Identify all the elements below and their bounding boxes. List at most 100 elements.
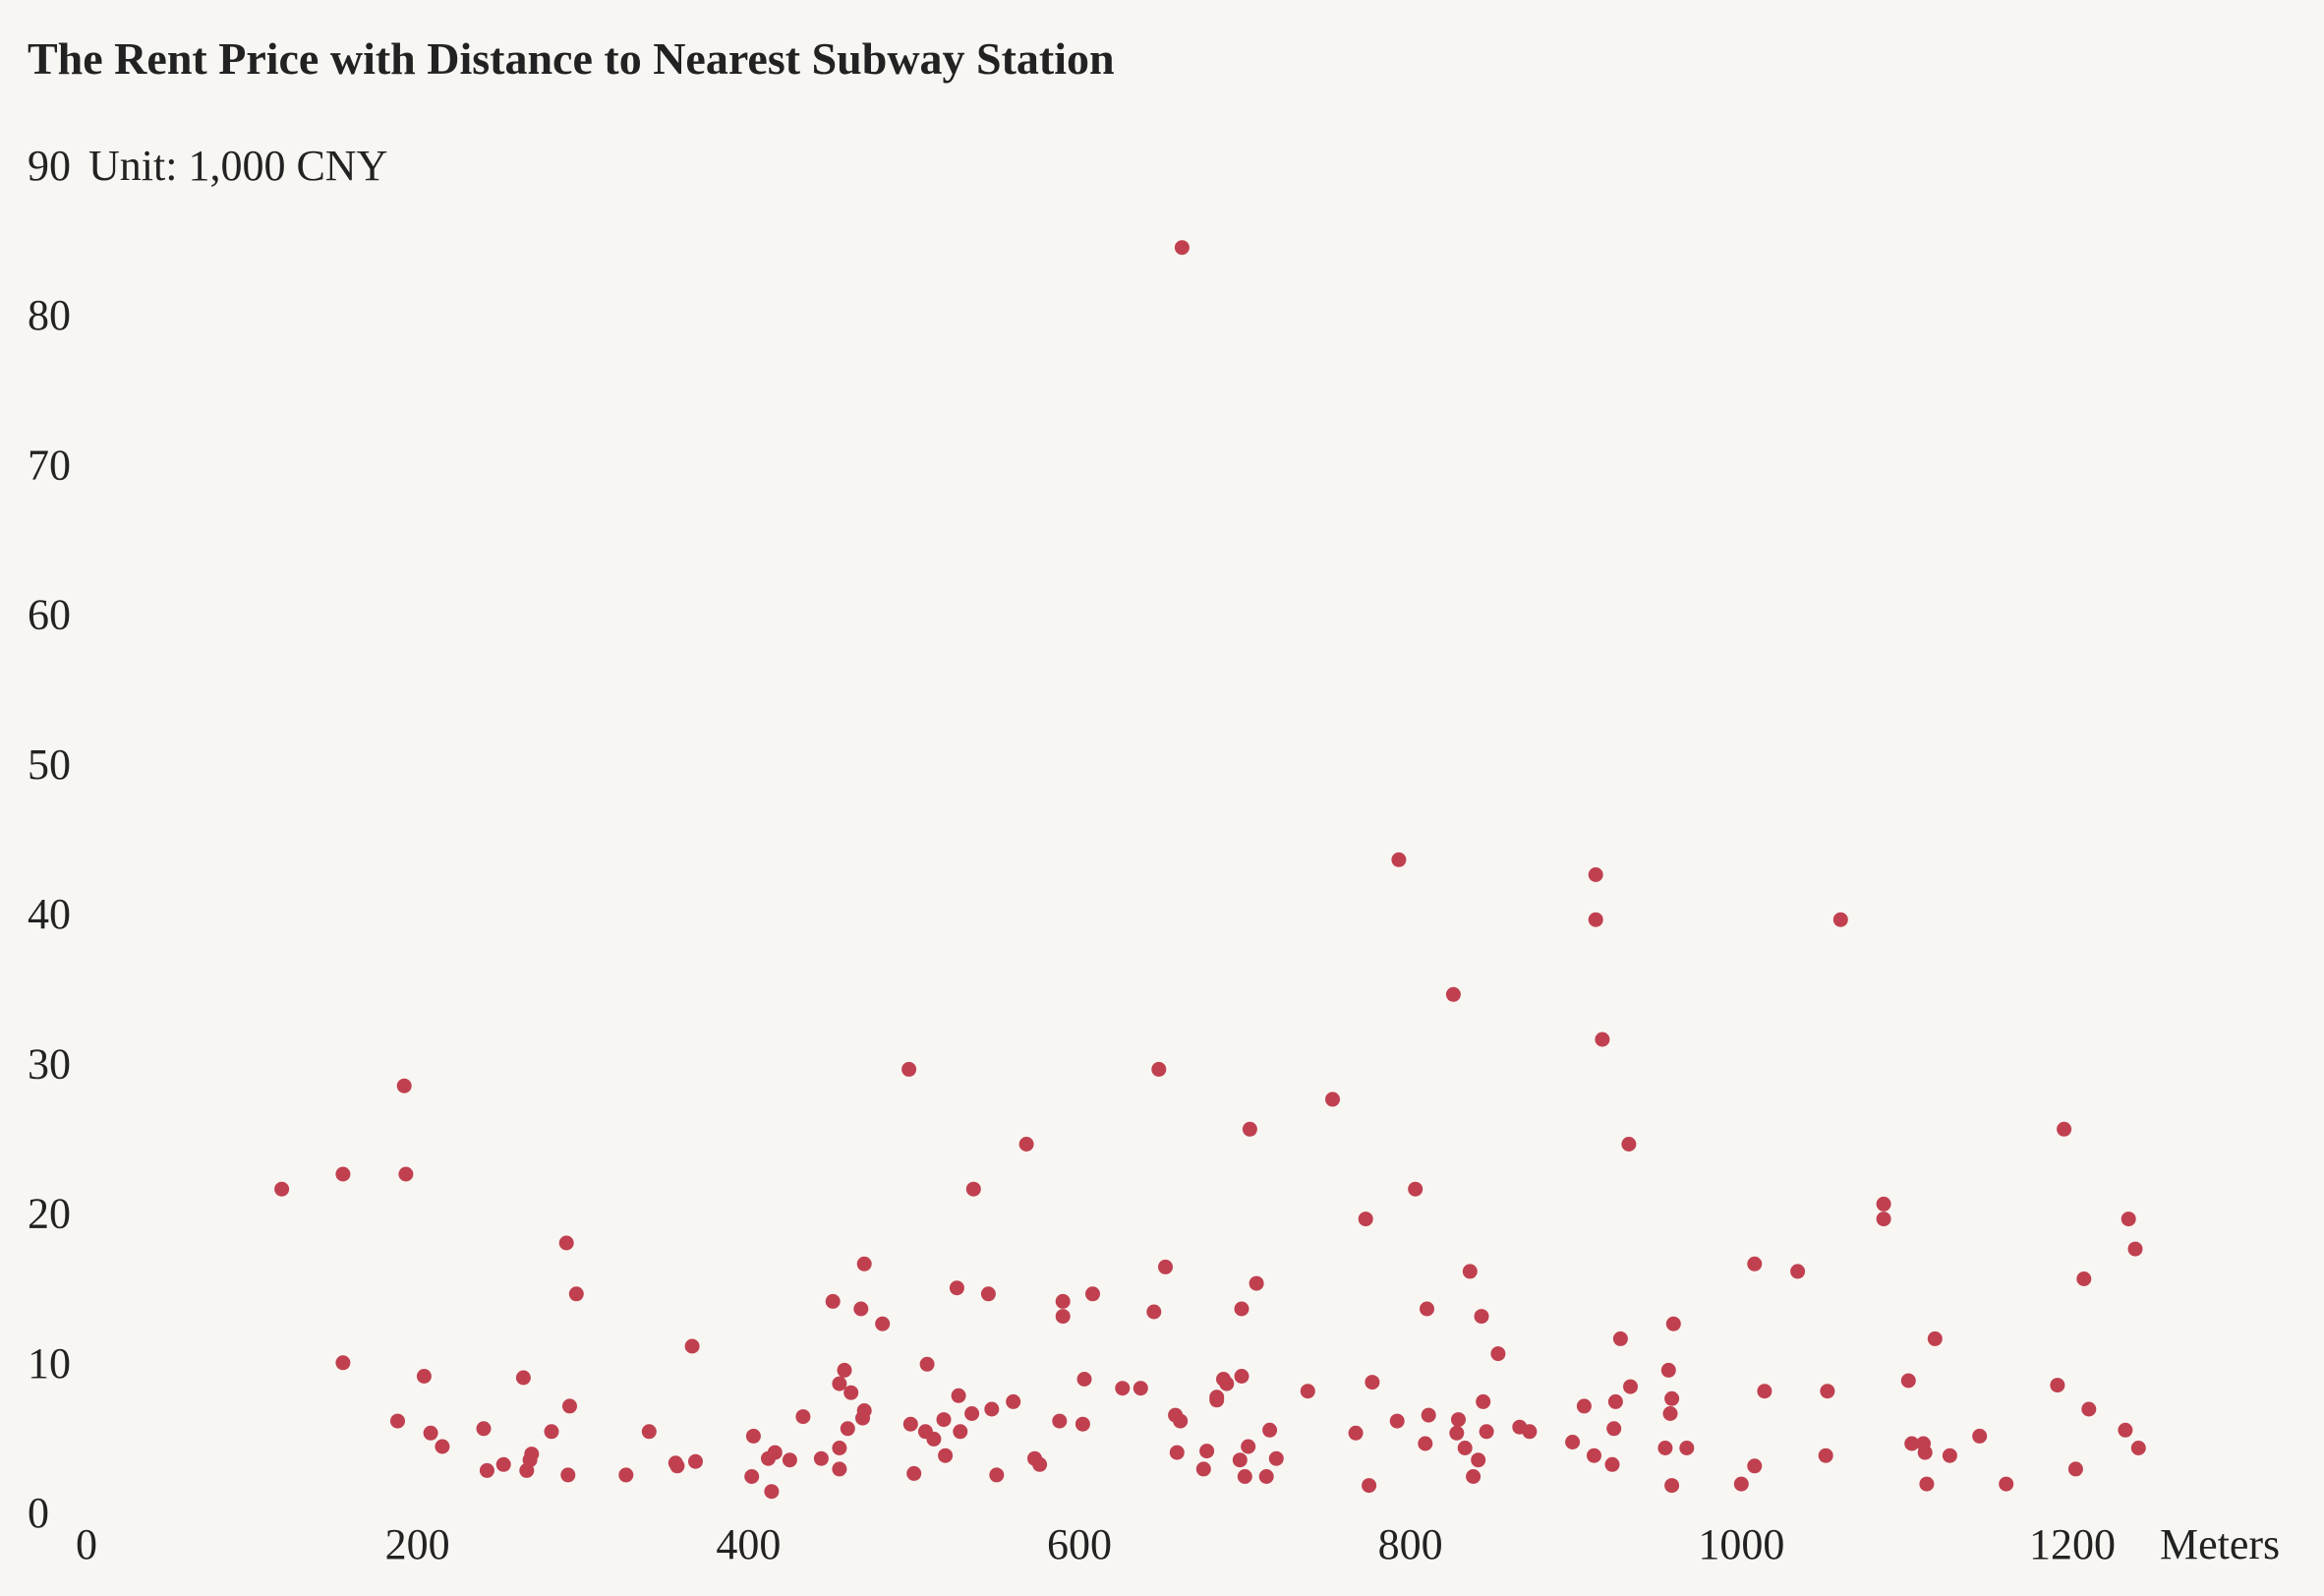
data-point [1972, 1428, 1988, 1444]
data-point [1262, 1422, 1278, 1438]
data-point [1300, 1384, 1315, 1399]
data-point [1268, 1450, 1284, 1466]
data-point [1348, 1425, 1364, 1441]
data-point [1449, 1425, 1465, 1441]
data-point [919, 1356, 935, 1372]
data-point [856, 1403, 872, 1418]
data-point [744, 1469, 760, 1484]
data-point [1234, 1369, 1249, 1384]
data-point [1169, 1445, 1185, 1460]
data-point [1657, 1441, 1673, 1455]
data-point [813, 1450, 829, 1466]
data-point [1389, 1413, 1405, 1429]
data-point [1457, 1441, 1473, 1455]
data-point [1032, 1456, 1048, 1472]
data-point [2067, 1461, 2083, 1477]
data-point [1476, 1393, 1491, 1409]
data-point [1999, 1476, 2014, 1492]
data-point [1249, 1275, 1264, 1291]
data-point [1588, 867, 1603, 882]
data-point [1474, 1309, 1489, 1325]
data-point [1420, 1301, 1434, 1317]
data-point [1595, 1032, 1610, 1047]
data-points [274, 240, 2146, 1500]
y-tick-label: 70 [28, 441, 71, 489]
data-point [1471, 1452, 1486, 1468]
data-point [1565, 1435, 1581, 1449]
y-tick-label: 40 [28, 890, 71, 938]
data-point [832, 1376, 847, 1391]
data-point [1820, 1384, 1835, 1399]
data-point [495, 1456, 511, 1472]
y-tick-label: 90 [28, 142, 71, 190]
data-point [1055, 1293, 1071, 1309]
data-point [560, 1467, 576, 1483]
y-tick-label: 10 [28, 1339, 71, 1388]
data-point [825, 1293, 841, 1309]
data-point [1576, 1398, 1592, 1414]
x-axis-unit-label: Meters [2160, 1520, 2280, 1568]
data-point [423, 1425, 438, 1441]
data-point [936, 1412, 952, 1428]
data-point [1258, 1469, 1274, 1484]
data-point [843, 1385, 859, 1400]
data-point [1623, 1379, 1638, 1394]
data-point [544, 1424, 559, 1440]
data-point [1146, 1304, 1162, 1320]
data-point [1604, 1456, 1620, 1472]
data-point [1173, 1413, 1189, 1429]
data-point [1927, 1330, 1943, 1346]
data-point [837, 1362, 852, 1378]
data-point [745, 1428, 761, 1444]
data-point [926, 1431, 942, 1447]
data-point [1900, 1373, 1916, 1389]
data-point [1747, 1256, 1763, 1271]
data-point [1679, 1441, 1695, 1455]
data-point [1418, 1436, 1433, 1451]
data-point [479, 1462, 494, 1478]
data-point [832, 1441, 847, 1455]
data-point [396, 1078, 412, 1094]
data-point [984, 1401, 1000, 1417]
data-point [1241, 1439, 1256, 1454]
data-point [1151, 1061, 1167, 1077]
data-point [1832, 912, 1848, 927]
data-point [390, 1413, 405, 1429]
data-point [562, 1398, 577, 1414]
y-tick-label: 50 [28, 740, 71, 789]
data-point [795, 1409, 811, 1425]
data-point [1588, 912, 1603, 927]
data-point [2057, 1121, 2072, 1137]
data-point [1232, 1452, 1248, 1468]
data-point [853, 1301, 869, 1317]
data-point [1612, 1330, 1628, 1346]
data-point [1757, 1384, 1772, 1399]
data-point [782, 1452, 797, 1468]
data-point [949, 1280, 964, 1296]
data-point [1490, 1346, 1506, 1362]
y-tick-label: 20 [28, 1190, 71, 1238]
data-point [1664, 1478, 1680, 1494]
data-point [688, 1453, 703, 1469]
data-point [1904, 1436, 1920, 1451]
data-point [1790, 1264, 1806, 1279]
data-point [1085, 1286, 1100, 1302]
data-point [1408, 1181, 1423, 1197]
data-point [1662, 1406, 1678, 1421]
data-point [524, 1447, 540, 1462]
data-point [2076, 1271, 2092, 1286]
data-point [1075, 1416, 1090, 1432]
data-point [764, 1484, 780, 1500]
data-point [1006, 1393, 1021, 1409]
data-point [2050, 1378, 2065, 1393]
data-point [1358, 1212, 1373, 1227]
data-point [1919, 1476, 1935, 1492]
data-point [1479, 1424, 1494, 1440]
data-point [1055, 1309, 1071, 1325]
data-point [1587, 1448, 1601, 1463]
data-point [832, 1461, 847, 1477]
x-tick-label: 1200 [2029, 1520, 2116, 1568]
x-tick-label: 200 [385, 1520, 450, 1568]
data-point [1018, 1137, 1034, 1152]
